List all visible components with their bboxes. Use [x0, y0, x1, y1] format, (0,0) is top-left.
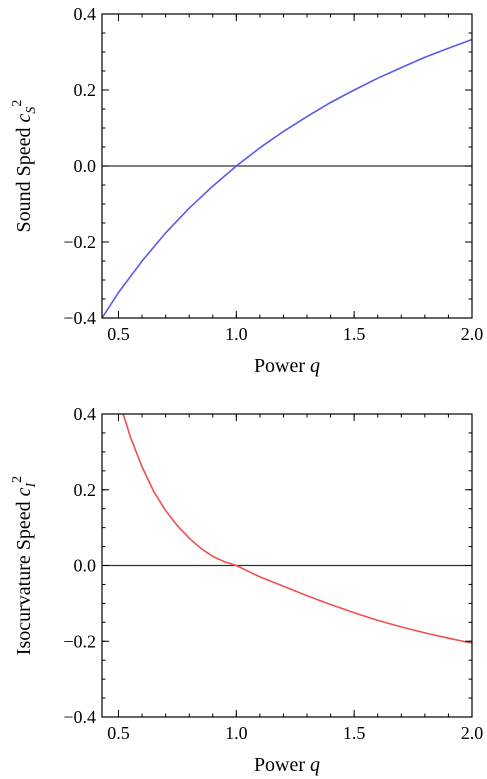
x-tick-label: 1.0 [225, 723, 248, 743]
y-tick-label: 0.4 [74, 4, 97, 24]
series-line [101, 38, 473, 319]
y-tick-label: −0.4 [63, 707, 96, 727]
y-tick-label: 0.4 [74, 404, 97, 424]
y-axis-label: Isocurvature Speed cI2 [10, 476, 39, 655]
isocurvature-speed-panel: 0.5 1.0 1.5 2.0 −0.4 −0.2 0.0 0.2 0.4 Po… [10, 404, 483, 776]
y-tick-label: 0.0 [74, 556, 97, 576]
tick-marks [102, 13, 473, 319]
x-tick-label: 0.5 [107, 324, 130, 344]
x-tick-label: 2.0 [461, 324, 484, 344]
x-tick-label: 1.0 [225, 324, 248, 344]
y-tick-label: −0.4 [63, 308, 96, 328]
y-tick-label: 0.2 [74, 80, 97, 100]
x-axis-label: Power q [254, 754, 320, 776]
x-axis-label: Power q [254, 355, 320, 377]
tick-marks [102, 413, 473, 718]
sound-speed-panel: 0.5 1.0 1.5 2.0 −0.4 −0.2 0.0 0.2 0.4 Po… [10, 4, 483, 377]
x-tick-label: 0.5 [107, 723, 130, 743]
x-tick-label: 2.0 [461, 723, 484, 743]
y-tick-label: −0.2 [63, 631, 96, 651]
y-axis-label: Sound Speed cS2 [10, 100, 39, 233]
series-line [122, 413, 473, 644]
y-tick-label: 0.2 [74, 480, 97, 500]
x-tick-label: 1.5 [343, 723, 366, 743]
y-tick-label: 0.0 [74, 156, 97, 176]
y-tick-label: −0.2 [63, 232, 96, 252]
x-tick-label: 1.5 [343, 324, 366, 344]
